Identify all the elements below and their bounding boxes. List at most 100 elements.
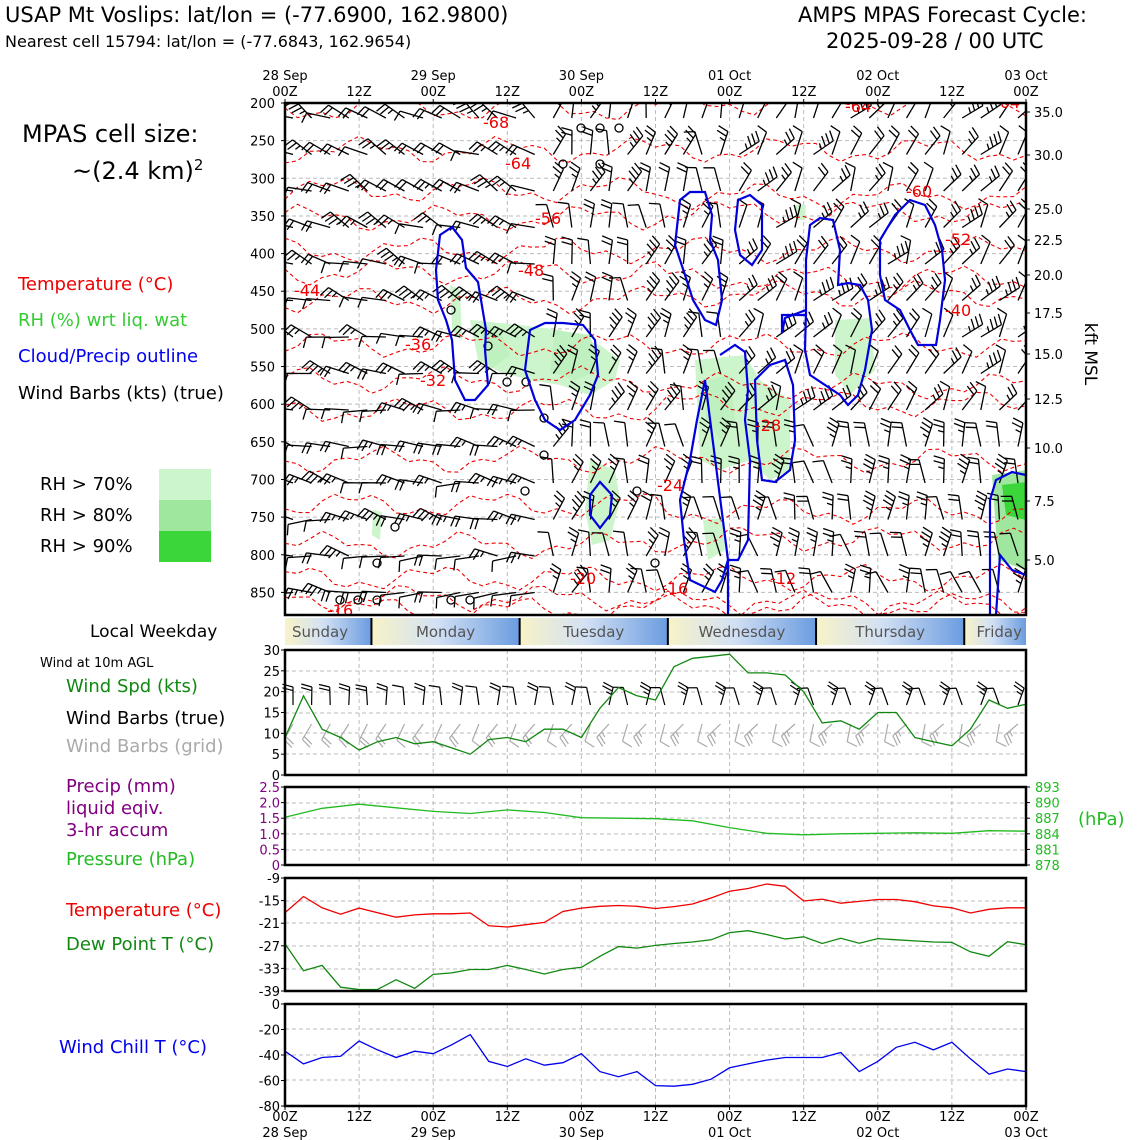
temperature-contour	[285, 135, 1026, 164]
wind-barb	[600, 198, 613, 228]
weekday-segment	[519, 618, 668, 645]
temperature-contour	[285, 365, 1026, 400]
wind-barb	[818, 723, 833, 746]
temperature-contour-label: -64	[505, 154, 531, 173]
wind-barb	[601, 235, 614, 265]
wind-barb	[729, 527, 742, 557]
temperature-contour-label: -68	[483, 113, 509, 132]
wind-barb	[319, 473, 350, 485]
wind-barb	[809, 570, 833, 593]
weekday-segment	[667, 618, 817, 645]
wind-barb	[571, 103, 575, 119]
cell-size-value: ~(2.4 km)2	[72, 156, 204, 185]
wind-barb	[413, 591, 442, 603]
wind-barb	[645, 271, 661, 301]
wind-barb	[702, 495, 722, 520]
bottom-hour-label: 12Z	[643, 1110, 669, 1125]
wind-barb	[301, 470, 331, 485]
wind-barb	[486, 403, 517, 416]
cell-size-label: MPAS cell size:	[22, 120, 199, 148]
wind-barbs-upper	[285, 103, 1026, 610]
cross-section-panel: -68 -64 -64 -64 -60 -56 -52 -48 -44 -40 -36 -32 -28 -…	[250, 97, 1100, 617]
wind-barb	[658, 162, 671, 192]
wind-barb	[943, 236, 961, 265]
cloud-outline	[678, 343, 752, 615]
wind-barb	[659, 307, 672, 338]
wind-barb	[757, 275, 777, 302]
wind-barb	[898, 491, 910, 520]
pressure-level-label: 300	[250, 172, 275, 187]
temperature-line	[284, 883, 1026, 928]
wind-barb	[833, 687, 852, 706]
y-tick-label: -20	[259, 1024, 280, 1039]
legend-cloud: Cloud/Precip outline	[18, 346, 199, 367]
pressure-level-label: 850	[250, 586, 275, 601]
legend-rh90-label: RH > 90%	[40, 536, 133, 557]
wind-barb	[868, 309, 886, 338]
wind-barb	[450, 480, 479, 493]
wind-barb	[868, 103, 886, 119]
wind-barb	[285, 139, 312, 156]
wind-barb	[413, 554, 442, 566]
wind-barb	[868, 344, 879, 374]
wind-barb	[794, 311, 814, 338]
top-date-label: 03 Oct	[1004, 69, 1047, 84]
calm-marker	[595, 159, 605, 169]
wind-barb	[535, 203, 554, 228]
wind-barb	[488, 175, 517, 192]
wind-barb	[961, 274, 981, 301]
wind-barb	[850, 125, 863, 155]
wind-barb	[600, 564, 612, 593]
wind-barb	[775, 271, 788, 301]
wind-barb	[682, 103, 688, 119]
y-tick-label: 5	[272, 748, 280, 763]
wind-barb	[414, 682, 426, 706]
weekday-name: Monday	[416, 623, 475, 641]
wind-barb	[285, 151, 294, 156]
cloud-outline	[753, 358, 797, 484]
wind-barb	[625, 307, 637, 338]
wind-barb	[285, 554, 294, 557]
cloud-outline	[434, 225, 490, 402]
wind-barb	[900, 235, 912, 265]
wind-barb	[757, 347, 777, 374]
wind-barb	[449, 181, 480, 194]
wind-barb	[285, 249, 312, 265]
temperature-contour-label: -24	[657, 476, 683, 495]
top-hour-label: 12Z	[346, 85, 372, 100]
kft-axis-title: kft MSL	[1080, 323, 1100, 386]
wind-barb	[645, 308, 662, 338]
wind-barb	[757, 496, 777, 520]
nearest-cell-text: Nearest cell 15794: lat/lon = (-77.6843,…	[5, 32, 412, 51]
weekday-name: Thursday	[854, 623, 925, 641]
wind-barb	[577, 237, 592, 265]
wind-barb	[301, 442, 331, 454]
top-date-label: 30 Sep	[559, 69, 604, 84]
wind-barb	[341, 555, 368, 570]
wind-barb	[285, 189, 294, 192]
wind-barb	[974, 490, 988, 520]
wind-barb	[887, 103, 896, 119]
wind-barb	[339, 591, 368, 604]
temperature-contour-label: -20	[570, 569, 596, 588]
wind-chill-line	[284, 1033, 1027, 1087]
wind-barb	[943, 164, 962, 192]
wind-barb	[338, 215, 368, 229]
wind-barb	[978, 198, 989, 228]
weekday-name: Tuesday	[562, 623, 624, 641]
wind-barb	[775, 347, 796, 374]
wind-barb	[794, 103, 799, 119]
wind-barb	[720, 381, 736, 411]
wind-barb	[431, 104, 461, 119]
top-date-label: 28 Sep	[262, 69, 307, 84]
wind-chill-panel: 0 -20 -40 -60 -80	[259, 998, 1028, 1115]
wind-barb	[925, 568, 945, 593]
kft-label: 25.0	[1034, 203, 1063, 218]
wind-barb	[581, 126, 594, 155]
wind-barb	[544, 235, 557, 265]
wind-barb	[813, 311, 834, 338]
wind-speed-line	[284, 653, 1027, 755]
wind-barb	[961, 127, 979, 155]
wind-barb	[627, 204, 647, 228]
wind-barb	[527, 682, 539, 706]
